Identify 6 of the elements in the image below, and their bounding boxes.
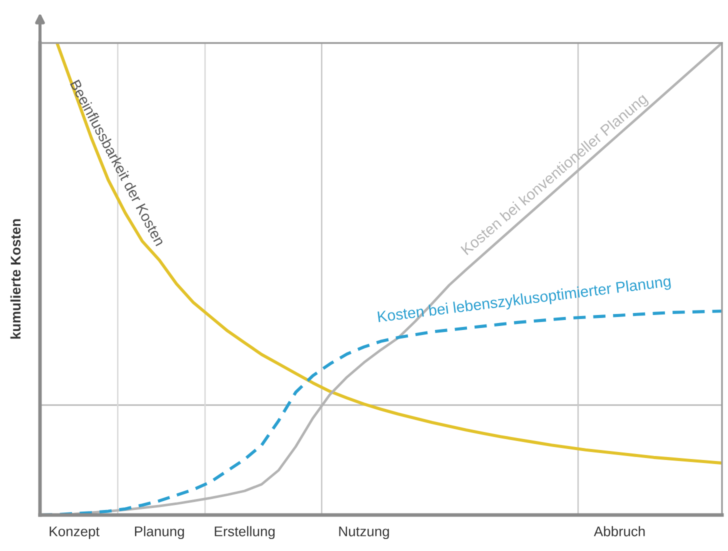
x-tick-label: Planung	[135, 526, 184, 540]
x-tick-label: Abbruch	[594, 526, 645, 536]
y-axis-title: kumulierte Kosten	[10, 219, 21, 339]
x-tick-label: Nutzung	[339, 526, 389, 540]
x-tick-label: Erstellung	[214, 526, 275, 540]
x-tick-label: Konzept	[50, 526, 100, 540]
